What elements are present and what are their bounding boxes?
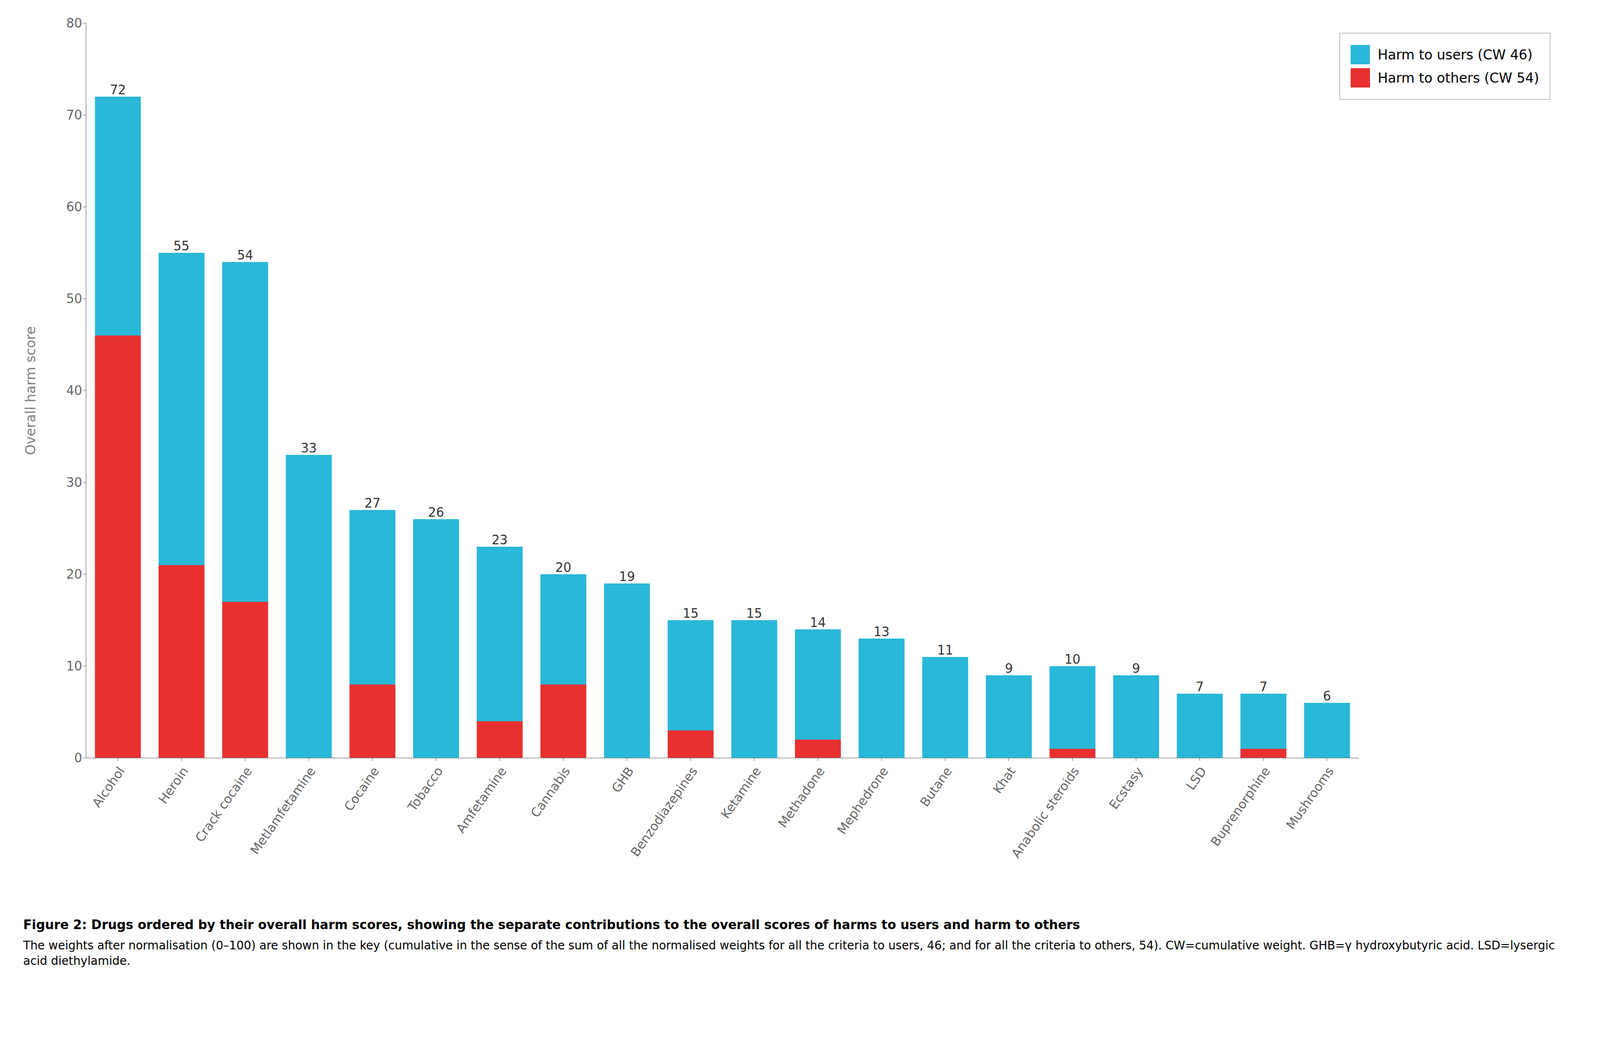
svg-text:54: 54 <box>237 247 254 263</box>
svg-text:70: 70 <box>66 107 83 123</box>
svg-text:40: 40 <box>66 383 83 398</box>
svg-text:Buprenorphine: Buprenorphine <box>1207 763 1273 849</box>
svg-text:20: 20 <box>555 560 572 575</box>
svg-text:11: 11 <box>936 642 953 658</box>
svg-text:26: 26 <box>428 504 445 520</box>
svg-text:0: 0 <box>73 750 83 765</box>
svg-text:55: 55 <box>173 238 190 254</box>
svg-text:14: 14 <box>809 615 826 630</box>
svg-text:7: 7 <box>1259 679 1268 694</box>
svg-text:9: 9 <box>1132 661 1141 676</box>
svg-text:Benzodiazepines: Benzodiazepines <box>627 763 701 860</box>
svg-text:13: 13 <box>873 624 890 639</box>
svg-text:Methadone: Methadone <box>775 763 828 831</box>
svg-text:60: 60 <box>66 199 83 215</box>
svg-text:Ketamine: Ketamine <box>718 763 764 822</box>
svg-text:Butane: Butane <box>917 763 955 809</box>
svg-text:GHB: GHB <box>608 763 637 795</box>
svg-text:23: 23 <box>491 532 508 548</box>
svg-text:Mushrooms: Mushrooms <box>1283 763 1337 832</box>
svg-text:Ecstasy: Ecstasy <box>1106 763 1146 812</box>
svg-text:72: 72 <box>109 82 126 98</box>
svg-text:Heroin: Heroin <box>155 763 191 807</box>
svg-text:20: 20 <box>66 566 83 582</box>
svg-text:6: 6 <box>1323 688 1332 704</box>
svg-text:10: 10 <box>1064 651 1081 667</box>
svg-text:50: 50 <box>66 291 83 306</box>
svg-text:Mephedrone: Mephedrone <box>834 763 892 837</box>
svg-text:33: 33 <box>300 440 317 456</box>
svg-text:Crack cocaine: Crack cocaine <box>192 763 255 845</box>
svg-text:Tobacco: Tobacco <box>404 763 446 814</box>
svg-text:Cocaine: Cocaine <box>341 763 382 814</box>
svg-text:Khat: Khat <box>990 763 1019 796</box>
svg-text:Amfetamine: Amfetamine <box>453 763 510 836</box>
svg-text:80: 80 <box>66 15 83 31</box>
html-text:Figure 2: Drugs ordered by the: Figure 2: Drugs ordered by their overall… <box>23 917 1081 932</box>
svg-text:10: 10 <box>66 658 83 674</box>
svg-text:Cannabis: Cannabis <box>527 763 574 821</box>
svg-text:Alcohol: Alcohol <box>89 763 128 810</box>
svg-text:LSD: LSD <box>1183 763 1210 793</box>
html-text:Harm to others (CW 54): Harm to others (CW 54) <box>1377 69 1540 86</box>
svg-text:30: 30 <box>66 475 83 490</box>
svg-text:Overall harm score: Overall harm score <box>22 326 39 455</box>
svg-text:Anabolic steroids: Anabolic steroids <box>1008 763 1082 861</box>
svg-text:19: 19 <box>619 569 635 584</box>
svg-text:Metlamfetamine: Metlamfetamine <box>247 763 319 857</box>
svg-text:15: 15 <box>746 605 763 621</box>
svg-text:15: 15 <box>682 605 699 621</box>
svg-text:27: 27 <box>364 495 381 511</box>
svg-text:7: 7 <box>1195 679 1204 694</box>
svg-text:9: 9 <box>1004 661 1013 676</box>
html-text:Harm to users (CW 46): Harm to users (CW 46) <box>1377 46 1533 63</box>
html-text:The weights after normalisatio: The weights after normalisation (0–100) … <box>23 938 1555 968</box>
